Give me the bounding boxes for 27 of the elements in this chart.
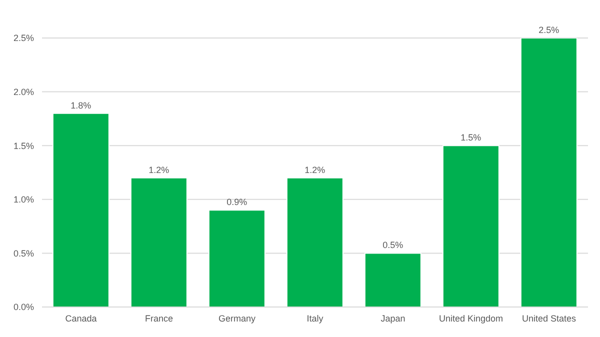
bar <box>52 112 110 307</box>
data-label: 1.5% <box>460 132 482 143</box>
data-label: 1.2% <box>304 164 326 175</box>
y-tick-label: 0.0% <box>13 302 34 312</box>
x-tick-label: Canada <box>65 313 97 324</box>
data-label: 0.5% <box>382 240 404 250</box>
bar <box>364 252 422 307</box>
y-tick-label: 0.5% <box>13 248 34 258</box>
data-label: 0.9% <box>226 197 248 208</box>
data-label: 1.2% <box>148 164 170 175</box>
x-tick-label: Italy <box>306 313 324 324</box>
bar <box>520 38 578 307</box>
bar <box>286 177 344 307</box>
bar <box>208 210 266 307</box>
data-label: 2.5% <box>538 25 560 35</box>
x-tick-label: Germany <box>218 313 256 324</box>
y-tick-label: 1.5% <box>13 140 34 151</box>
y-tick-label: 2.5% <box>13 33 34 44</box>
y-tick-label: 1.0% <box>13 194 34 205</box>
y-tick-label: 2.0% <box>13 86 34 97</box>
x-tick-label: Japan <box>380 313 406 324</box>
x-tick-label: France <box>144 313 174 324</box>
bar <box>442 145 500 307</box>
bar <box>130 177 188 307</box>
x-tick-label: United States <box>522 313 577 324</box>
data-label: 1.8% <box>70 100 92 110</box>
x-tick-label: United Kingdom <box>438 313 504 324</box>
